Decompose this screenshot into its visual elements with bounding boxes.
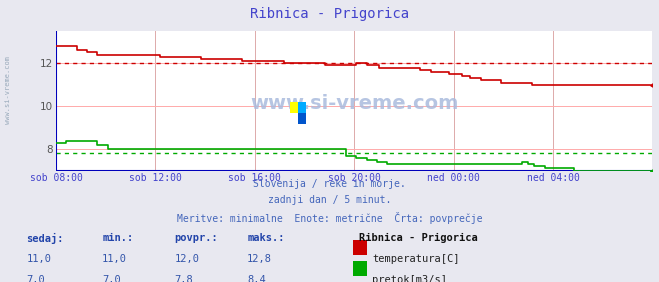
Text: temperatura[C]: temperatura[C] [372,254,460,264]
Text: 12,8: 12,8 [247,254,272,264]
Text: 11,0: 11,0 [26,254,51,264]
Text: www.si-vreme.com: www.si-vreme.com [250,94,459,113]
Text: sedaj:: sedaj: [26,233,64,244]
Text: www.si-vreme.com: www.si-vreme.com [5,56,11,124]
Text: 12,0: 12,0 [175,254,200,264]
Bar [298,113,306,124]
Text: povpr.:: povpr.: [175,233,218,243]
Text: 7,0: 7,0 [102,275,121,282]
Text: Ribnica - Prigorica: Ribnica - Prigorica [359,233,478,243]
Text: 7,0: 7,0 [26,275,45,282]
Text: pretok[m3/s]: pretok[m3/s] [372,275,447,282]
Text: 8,4: 8,4 [247,275,266,282]
Text: Slovenija / reke in morje.: Slovenija / reke in morje. [253,179,406,189]
Bar [290,102,298,113]
Text: zadnji dan / 5 minut.: zadnji dan / 5 minut. [268,195,391,205]
Text: min.:: min.: [102,233,133,243]
Text: Ribnica - Prigorica: Ribnica - Prigorica [250,7,409,21]
Text: 11,0: 11,0 [102,254,127,264]
Text: 7,8: 7,8 [175,275,193,282]
Text: Meritve: minimalne  Enote: metrične  Črta: povprečje: Meritve: minimalne Enote: metrične Črta:… [177,212,482,224]
Text: maks.:: maks.: [247,233,285,243]
Bar [298,102,306,113]
